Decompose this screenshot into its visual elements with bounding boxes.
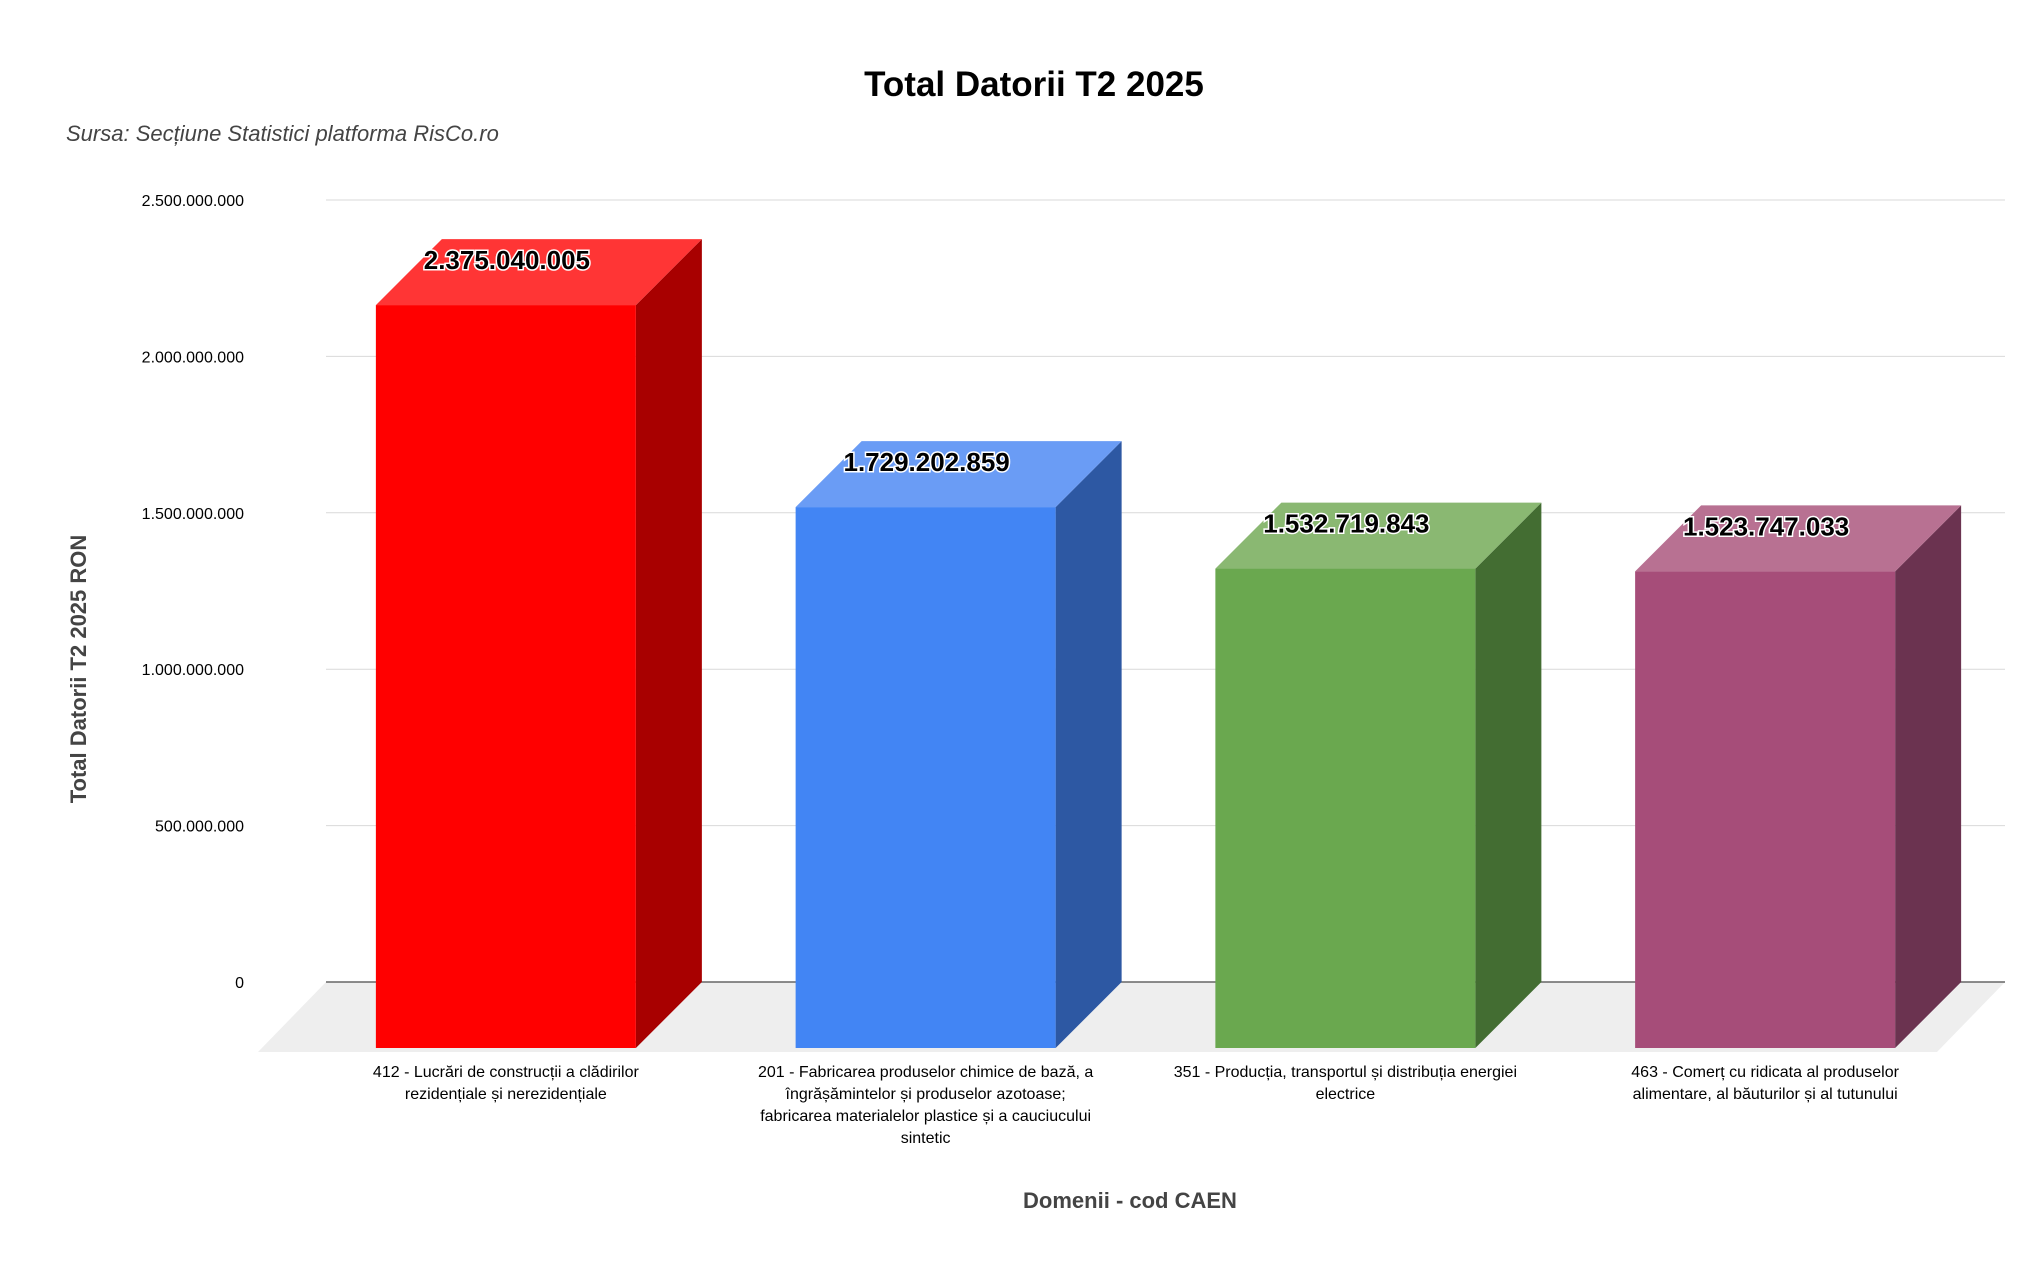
bar-side (1475, 502, 1542, 1048)
x-axis-title: Domenii - cod CAEN (1023, 1188, 1237, 1213)
y-tick-label: 2.500.000.000 (142, 193, 244, 210)
y-axis-ticks: 0 500.000.000 1.000.000.000 1.500.000.000 2.… (142, 193, 244, 992)
data-label: 1.729.202.859 (843, 447, 1009, 477)
y-tick-label: 2.000.000.000 (142, 349, 244, 366)
bar-side (1895, 505, 1962, 1048)
chart-floor (258, 982, 2005, 1052)
bar-top (1635, 505, 1962, 572)
bar: 2.375.040.005 (375, 239, 702, 1048)
y-tick-label: 0 (235, 975, 244, 992)
bar: 1.523.747.033 (1635, 505, 1962, 1048)
bar-top (1215, 502, 1542, 569)
x-axis-categories: 412 - Lucrări de construcții a clădirilo… (373, 1064, 1900, 1147)
bar: 1.532.719.843 (1215, 502, 1542, 1048)
chart-title: Total Datorii T2 2025 (864, 65, 1204, 104)
bars: 2.375.040.005 1.729.202.859 1.532.719.843 1… (375, 239, 1962, 1048)
data-label: 1.532.719.843 (1263, 509, 1429, 539)
bar-front (795, 507, 1056, 1048)
x-tick-label: 412 - Lucrări de construcții a clădirilo… (373, 1064, 640, 1103)
bar-side (1055, 441, 1122, 1048)
data-label: 1.523.747.033 (1683, 511, 1849, 541)
y-tick-label: 1.000.000.000 (142, 662, 244, 679)
x-tick-label: 351 - Producția, transportul și distribu… (1174, 1064, 1517, 1103)
y-tick-label: 1.500.000.000 (142, 506, 244, 523)
bar-top (375, 239, 702, 306)
bar-top (795, 441, 1122, 508)
x-tick-label: 201 - Fabricarea produselor chimice de b… (758, 1064, 1093, 1147)
y-tick-label: 500.000.000 (155, 819, 244, 836)
bar-front (1635, 571, 1896, 1048)
bar-front (375, 305, 636, 1048)
bar: 1.729.202.859 (795, 441, 1122, 1048)
bar-front (1215, 568, 1476, 1048)
y-axis-title: Total Datorii T2 2025 RON (66, 535, 91, 804)
bar-side (635, 239, 702, 1048)
x-tick-label: 463 - Comerț cu ridicata al produselor al… (1631, 1064, 1899, 1103)
chart-subtitle: Sursa: Secțiune Statistici platforma Ris… (66, 121, 499, 146)
data-label: 2.375.040.005 (424, 245, 590, 275)
